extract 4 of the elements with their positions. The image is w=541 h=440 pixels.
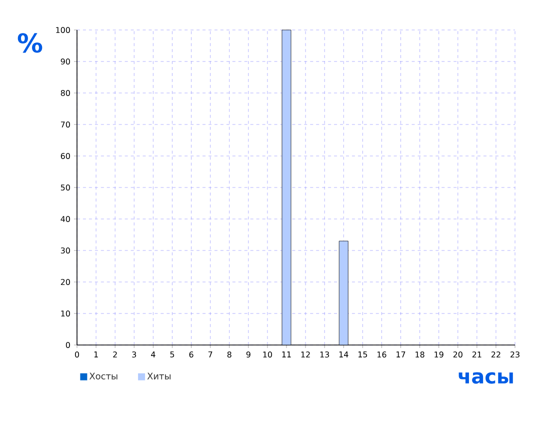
legend-label: Хиты <box>147 372 171 380</box>
y-axis-title: % <box>18 33 42 53</box>
x-axis-title: часы <box>458 372 513 384</box>
legend-label: Хосты <box>89 372 118 380</box>
